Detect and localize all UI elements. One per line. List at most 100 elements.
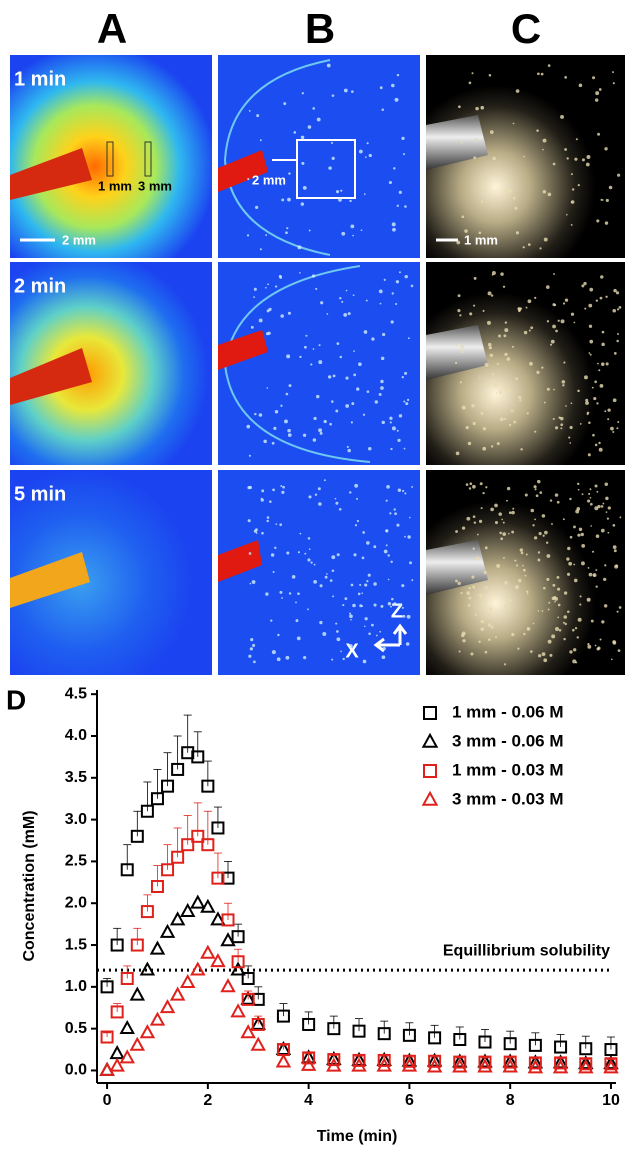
- particle: [457, 309, 460, 312]
- particle: [489, 346, 492, 349]
- particle: [396, 524, 399, 527]
- particle: [614, 549, 617, 552]
- particle: [353, 294, 355, 296]
- particle: [558, 320, 560, 322]
- particle: [587, 499, 590, 502]
- particle: [503, 557, 505, 559]
- particle: [488, 343, 492, 347]
- particle: [548, 64, 551, 67]
- particle: [368, 632, 371, 635]
- particle: [280, 405, 282, 407]
- particle: [292, 575, 296, 579]
- particle: [589, 325, 592, 328]
- particle: [542, 652, 546, 656]
- particle: [308, 125, 312, 129]
- particle: [582, 158, 585, 161]
- particle: [580, 423, 582, 425]
- annotation: 1 mm: [464, 232, 498, 247]
- particle: [519, 399, 521, 401]
- particle: [289, 384, 292, 387]
- particle: [547, 320, 549, 322]
- particle: [297, 637, 301, 641]
- particle: [571, 313, 574, 316]
- particle: [357, 520, 359, 522]
- particle: [312, 107, 315, 110]
- particle: [259, 413, 263, 417]
- particle: [616, 340, 619, 343]
- y-tick-label: 1.5: [65, 936, 87, 953]
- particle: [613, 289, 617, 293]
- particle: [248, 655, 251, 658]
- particle: [607, 518, 609, 520]
- particle: [469, 312, 472, 315]
- particle: [481, 201, 483, 203]
- particle: [285, 231, 288, 234]
- particle: [612, 309, 616, 313]
- particle: [563, 518, 565, 520]
- particle: [595, 98, 598, 101]
- marker: [172, 989, 184, 1000]
- particle: [601, 620, 604, 623]
- particle: [550, 344, 552, 346]
- particle: [580, 595, 582, 597]
- particle: [482, 492, 484, 494]
- particle: [469, 82, 472, 85]
- particle: [336, 630, 339, 633]
- particle: [590, 525, 592, 527]
- particle: [619, 306, 622, 309]
- particle: [503, 286, 505, 288]
- particle: [344, 597, 347, 600]
- particle: [255, 528, 258, 531]
- particle: [596, 300, 598, 302]
- annotation: 1 mm: [98, 178, 132, 193]
- particle: [462, 215, 465, 218]
- particle: [589, 352, 591, 354]
- particle: [382, 333, 385, 336]
- particle: [338, 198, 342, 202]
- particle: [351, 90, 354, 93]
- particle: [368, 447, 371, 450]
- particle: [303, 434, 306, 437]
- particle: [382, 647, 385, 650]
- particle: [462, 632, 466, 636]
- particle: [468, 597, 471, 600]
- particle: [589, 488, 591, 490]
- particle: [508, 533, 510, 535]
- particle: [297, 245, 301, 249]
- particle: [356, 498, 358, 500]
- particle: [337, 553, 340, 556]
- particle: [397, 74, 399, 76]
- particle: [469, 487, 471, 489]
- particle: [455, 344, 458, 347]
- particle: [374, 603, 377, 606]
- particle: [602, 503, 604, 505]
- particle: [313, 348, 315, 350]
- particle: [560, 115, 564, 119]
- particle: [480, 627, 484, 631]
- particle: [569, 442, 571, 444]
- particle: [279, 523, 282, 526]
- particle: [565, 623, 567, 625]
- y-tick-label: 0.5: [65, 1020, 87, 1037]
- particle: [576, 138, 578, 140]
- particle: [593, 574, 595, 576]
- particle: [595, 645, 597, 647]
- particle: [336, 342, 339, 345]
- particle: [390, 448, 392, 450]
- figure: A B C 1 mm 3 mm 2 mm 2 mm Z X 1 mm: [0, 0, 629, 1150]
- particle: [299, 272, 301, 274]
- particle: [472, 485, 476, 489]
- particle: [569, 498, 571, 500]
- particle: [552, 584, 555, 587]
- particle: [504, 418, 506, 420]
- particle: [500, 417, 504, 421]
- particle: [332, 157, 335, 160]
- particle: [592, 434, 595, 437]
- particle: [324, 420, 327, 423]
- particle: [402, 615, 405, 618]
- particle: [509, 424, 511, 426]
- particle: [529, 330, 531, 332]
- particle: [569, 426, 572, 429]
- particle: [563, 362, 565, 364]
- particle: [346, 290, 348, 292]
